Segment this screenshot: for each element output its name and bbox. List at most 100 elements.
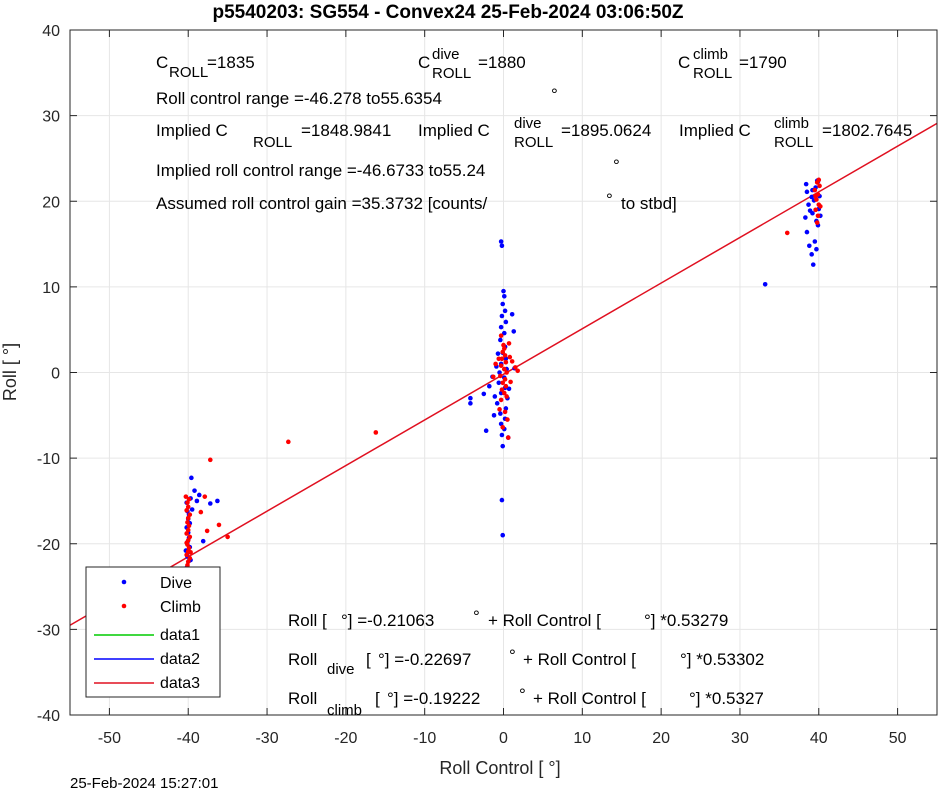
climb-point xyxy=(505,417,510,422)
climb-point xyxy=(185,500,190,505)
annotation-implied-c-roll-dive: Implied C dive ROLL =1895.0624 xyxy=(418,115,651,151)
y-tick-label: -30 xyxy=(37,622,60,639)
x-tick-label: 50 xyxy=(889,730,907,747)
dive-point xyxy=(762,282,768,287)
dive-point xyxy=(803,181,809,187)
svg-text:C: C xyxy=(678,53,690,72)
x-axis-ticks: -50 -40 -30 -20 -10 0 10 20 30 40 50 xyxy=(98,30,907,747)
climb-point xyxy=(493,361,498,367)
climb-point xyxy=(185,504,191,510)
dive-point xyxy=(192,488,197,493)
climb-point xyxy=(501,342,506,348)
dive-point xyxy=(503,319,509,325)
y-tick-label: -10 xyxy=(37,451,60,468)
dive-point xyxy=(499,313,505,319)
svg-text:°] *0.5327: °] *0.5327 xyxy=(689,689,764,708)
dive-point xyxy=(498,390,504,396)
legend-label-climb: Climb xyxy=(160,599,201,616)
climb-point xyxy=(499,387,505,392)
climb-point xyxy=(286,439,291,445)
climb-point xyxy=(498,363,504,368)
svg-text:Roll control range =-46.278 to: Roll control range =-46.278 to55.6354 xyxy=(156,89,442,108)
climb-point xyxy=(186,496,192,502)
climb-point xyxy=(184,552,189,558)
climb-point xyxy=(186,523,192,529)
svg-text:+ Roll Control [: + Roll Control [ xyxy=(488,611,601,630)
svg-text:ROLL: ROLL xyxy=(774,134,813,151)
climb-point xyxy=(503,383,509,389)
climb-point xyxy=(183,494,189,499)
annotation-fit-climb: Roll climb [ °] =-0.19222 ° + Roll Contr… xyxy=(288,685,764,719)
x-tick-label: -20 xyxy=(334,730,357,747)
svg-text:°] =-0.19222: °] =-0.19222 xyxy=(387,689,480,708)
svg-text:ROLL: ROLL xyxy=(432,65,471,82)
x-tick-label: 0 xyxy=(499,730,508,747)
dive-point xyxy=(215,498,220,504)
y-tick-label: -40 xyxy=(37,708,60,725)
svg-text:Implied roll control range =-4: Implied roll control range =-46.6733 to5… xyxy=(156,161,485,180)
svg-text:=1835: =1835 xyxy=(207,53,255,72)
svg-text:dive: dive xyxy=(514,115,542,132)
dive-point xyxy=(804,229,810,235)
dive-point xyxy=(491,413,497,418)
x-axis-label: Roll Control [ °] xyxy=(439,758,560,778)
climb-point xyxy=(498,373,503,379)
climb-point xyxy=(815,213,821,219)
svg-text:climb: climb xyxy=(774,115,809,132)
dive-point xyxy=(468,401,473,406)
y-axis-ticks: -40 -30 -20 -10 0 10 20 30 40 xyxy=(37,23,937,725)
svg-text:ROLL: ROLL xyxy=(514,134,553,151)
svg-text:ROLL: ROLL xyxy=(693,65,732,82)
dive-point xyxy=(196,492,202,498)
x-tick-label: 10 xyxy=(573,730,591,747)
annotation-fit-all: Roll [ °] =-0.21063 ° + Roll Control [ °… xyxy=(288,607,728,630)
svg-text:Implied C: Implied C xyxy=(156,121,228,140)
x-tick-label: 30 xyxy=(731,730,749,747)
annotation-c-roll-dive: C dive ROLL =1880 xyxy=(418,46,526,82)
annotation-gain: Assumed roll control gain =35.3732 [coun… xyxy=(156,190,677,213)
annotation-c-roll-climb: C climb ROLL =1790 xyxy=(678,46,787,82)
climb-point xyxy=(373,430,379,435)
climb-point xyxy=(504,394,509,399)
dive-point xyxy=(207,501,213,506)
svg-text:Implied C: Implied C xyxy=(679,121,751,140)
dive-point xyxy=(804,189,810,195)
svg-text:Roll [: Roll [ xyxy=(288,611,327,630)
climb-point xyxy=(502,409,508,415)
dive-point xyxy=(803,215,808,220)
chart-title: p5540203: SG554 - Convex24 25-Feb-2024 0… xyxy=(212,2,683,23)
svg-text:°] *0.53279: °] *0.53279 xyxy=(644,611,728,630)
dive-point xyxy=(503,356,509,362)
dive-point xyxy=(492,394,498,399)
annotation-implied-c-roll: Implied C ROLL =1848.9841 xyxy=(156,121,391,151)
dive-point xyxy=(495,351,501,356)
x-tick-label: 20 xyxy=(652,730,670,747)
climb-point xyxy=(185,562,190,568)
x-tick-label: 40 xyxy=(810,730,828,747)
climb-point xyxy=(202,494,208,499)
climb-point xyxy=(187,556,193,561)
climb-point xyxy=(813,207,818,213)
svg-text:°: ° xyxy=(551,85,558,104)
dive-point xyxy=(481,391,487,397)
climb-point xyxy=(490,374,496,380)
legend-marker-dive xyxy=(121,579,127,585)
dive-point xyxy=(497,370,502,375)
dive-point xyxy=(810,262,816,267)
dive-point xyxy=(502,308,508,314)
y-tick-label: 0 xyxy=(51,366,60,383)
dive-point xyxy=(194,498,200,504)
dive-point xyxy=(501,288,506,294)
y-tick-label: -20 xyxy=(37,537,60,554)
dive-point xyxy=(806,202,811,207)
climb-point xyxy=(184,508,189,513)
climb-point xyxy=(497,407,502,412)
climb-point xyxy=(204,528,210,534)
climb-point xyxy=(498,333,504,338)
dive-point xyxy=(807,243,812,249)
x-tick-label: -50 xyxy=(98,730,121,747)
svg-text:Implied C: Implied C xyxy=(418,121,490,140)
climb-point xyxy=(499,356,505,362)
climb-point xyxy=(502,353,508,358)
